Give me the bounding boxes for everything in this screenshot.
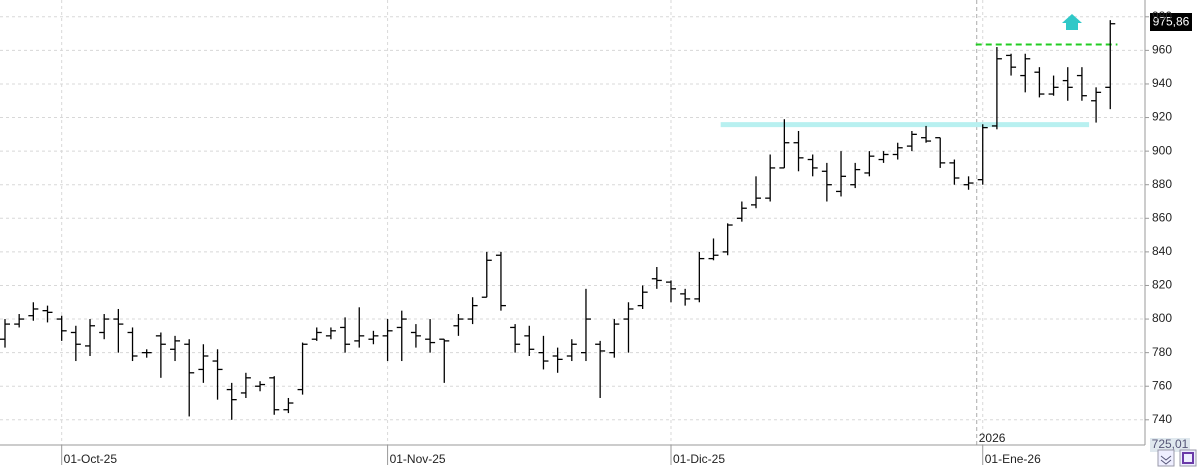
y-tick-label: 740 — [1152, 412, 1172, 426]
zoom-button[interactable] — [1157, 449, 1175, 467]
y-tick-label: 880 — [1152, 177, 1172, 191]
last-price-box — [1150, 13, 1192, 31]
x-tick-label: 01-Ene-26 — [985, 452, 1041, 466]
up-arrow-icon — [1062, 14, 1082, 30]
y-tick-label: 900 — [1152, 143, 1172, 157]
bottom-price-label: 725,01 — [1152, 437, 1189, 451]
x-tick-label: 01-Dic-25 — [673, 452, 725, 466]
y-tick-label: 840 — [1152, 244, 1172, 258]
x-tick-label: 01-Oct-25 — [64, 452, 118, 466]
year-label: 2026 — [979, 431, 1006, 445]
y-tick-label: 800 — [1152, 311, 1172, 325]
y-tick-label: 860 — [1152, 210, 1172, 224]
y-tick-label: 920 — [1152, 110, 1172, 124]
x-tick-label: 01-Nov-25 — [390, 452, 446, 466]
y-tick-label: 940 — [1152, 76, 1172, 90]
zoom-icon — [1160, 455, 1172, 465]
last-price-label: 975,86 — [1153, 15, 1190, 29]
y-tick-label: 820 — [1152, 278, 1172, 292]
y-tick-label: 760 — [1152, 378, 1172, 392]
bottom-price-box — [1150, 438, 1190, 452]
plot — [0, 20, 1118, 420]
save-icon — [1182, 452, 1194, 464]
grid — [0, 0, 1145, 445]
y-tick-label: 960 — [1152, 43, 1172, 57]
y-tick-label: 780 — [1152, 345, 1172, 359]
y-tick-label: 980 — [1152, 9, 1172, 23]
